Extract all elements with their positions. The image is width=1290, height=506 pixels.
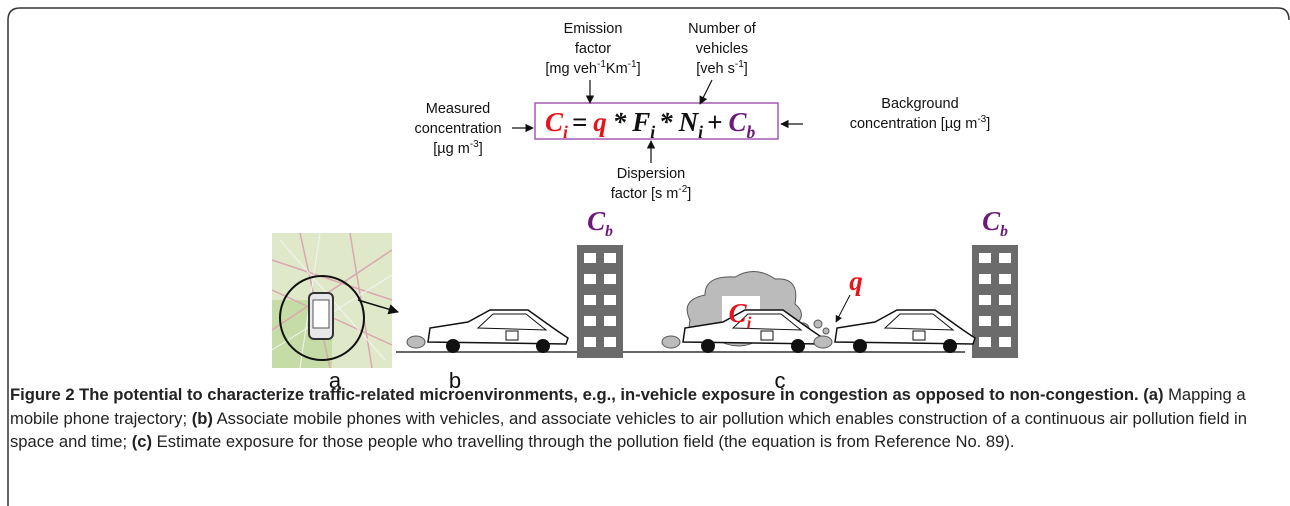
symbol-text: C [729, 298, 748, 328]
symbol: = [572, 107, 587, 137]
annotation-text: ] [637, 61, 641, 77]
window [979, 316, 991, 326]
symbol-text: * [613, 107, 627, 137]
symbol-text: + [707, 107, 722, 137]
symbol: q [849, 266, 863, 296]
annotation-text: Km [606, 61, 628, 77]
wheel [701, 339, 715, 353]
arrow [836, 295, 850, 322]
car-body [428, 310, 568, 344]
annotation-text: factor [s m [611, 186, 679, 202]
annotation-text: Dispersion [617, 166, 686, 182]
symbol: Cb [587, 206, 613, 240]
annotation-text: [µg m [433, 141, 470, 157]
symbol-text: N [678, 107, 700, 137]
building [972, 245, 1018, 358]
symbol: q [593, 107, 607, 137]
annotation-text: concentration [414, 121, 501, 137]
building [577, 245, 623, 358]
window [584, 295, 596, 305]
symbol-text: F [631, 107, 650, 137]
window [604, 274, 616, 284]
window [604, 295, 616, 305]
caption-text: Estimate exposure for those people who t… [152, 432, 1014, 451]
symbol-text: * [659, 107, 673, 137]
annotation-text: Measured [426, 101, 490, 117]
annotation-text: concentration [µg m [850, 116, 978, 132]
symbol-text: = [572, 107, 587, 137]
symbol-text: C [982, 206, 1001, 236]
wheel [536, 339, 550, 353]
symbol: Cb [982, 206, 1008, 240]
subscript: b [1000, 223, 1008, 240]
subscript: b [746, 122, 755, 142]
window [584, 274, 596, 284]
annotation-text: Number of [688, 21, 757, 37]
window [999, 253, 1011, 263]
subscript: i [563, 122, 568, 142]
subscript: i [747, 314, 752, 333]
car [407, 310, 568, 353]
symbol-text: C [728, 107, 747, 137]
subscript: i [698, 122, 703, 142]
car [814, 310, 975, 353]
symbol-text: C [545, 107, 564, 137]
window [979, 253, 991, 263]
window [979, 295, 991, 305]
annotation-text: Background [881, 96, 958, 112]
window [604, 337, 616, 347]
annotation-text: [mg veh [545, 61, 597, 77]
window [979, 337, 991, 347]
page: Emissionfactor[mg veh-1Km-1] Number ofve… [0, 0, 1290, 506]
window [584, 337, 596, 347]
window [999, 295, 1011, 305]
wheel [943, 339, 957, 353]
exhaust [814, 336, 832, 348]
exhaust [407, 336, 425, 348]
window [999, 316, 1011, 326]
exhaust [662, 336, 680, 348]
subscript: b [605, 223, 613, 240]
symbol-text: q [849, 266, 863, 296]
annotation: Dispersionfactor [s m-2] [611, 166, 692, 202]
annotation-text: vehicles [696, 41, 748, 57]
map [272, 233, 398, 368]
annotation-text: ] [744, 61, 748, 77]
car-body [835, 310, 975, 344]
window [584, 253, 596, 263]
symbol-text: q [593, 107, 607, 137]
symbol: * [659, 107, 673, 137]
symbol: * [613, 107, 627, 137]
symbol-text: C [587, 206, 606, 236]
window [604, 253, 616, 263]
annotation-text: ] [986, 116, 990, 132]
window [999, 337, 1011, 347]
caption-text: (b) [187, 409, 213, 428]
window [979, 274, 991, 284]
symbol: + [707, 107, 722, 137]
caption-text: Figure 2 The potential to characterize t… [10, 385, 1139, 404]
annotation-text: factor [575, 41, 611, 57]
window [604, 316, 616, 326]
subscript: i [650, 122, 655, 142]
annotation-text: [veh s [696, 61, 735, 77]
window [999, 274, 1011, 284]
window [584, 316, 596, 326]
caption: Figure 2 The potential to characterize t… [10, 383, 1282, 454]
caption-text: (c) [127, 432, 152, 451]
wheel [853, 339, 867, 353]
annotation-text: Emission [564, 21, 623, 37]
caption-text: (a) [1139, 385, 1164, 404]
annotation-text: ] [687, 186, 691, 202]
annotation-text: ] [479, 141, 483, 157]
wheel [446, 339, 460, 353]
wheel [791, 339, 805, 353]
